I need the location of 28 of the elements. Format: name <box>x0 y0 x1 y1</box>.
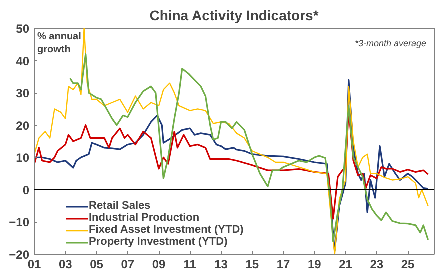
x-tick-label: 23 <box>370 258 384 271</box>
y-tick-label: 0 <box>22 183 30 198</box>
legend-label: Property Investment (YTD) <box>89 236 228 248</box>
y-tick-label: 50 <box>16 22 30 36</box>
x-tick-label: 03 <box>58 258 73 271</box>
legend-label: Industrial Production <box>89 212 200 224</box>
y-tick-label: −20 <box>9 248 30 262</box>
y-tick-label: 10 <box>16 151 30 166</box>
legend-label: Retail Sales <box>89 200 151 212</box>
x-tick-label: 09 <box>152 258 166 271</box>
chart-title: China Activity Indicators* <box>150 8 320 24</box>
annotation: *3-month average <box>354 38 427 48</box>
x-tick-label: 19 <box>308 258 322 271</box>
y-tick-label: 20 <box>16 118 30 133</box>
x-tick-label: 11 <box>184 258 197 271</box>
x-tick-label: 07 <box>121 258 135 271</box>
x-tick-label: 25 <box>401 258 416 271</box>
x-tick-label: 15 <box>246 258 260 271</box>
x-tick-label: 13 <box>214 258 228 271</box>
y-tick-label: −10 <box>9 216 30 230</box>
y-axis-title: % annual growth <box>38 32 82 56</box>
legend-label: Fixed Asset Investment (YTD) <box>89 224 244 236</box>
x-tick-label: 17 <box>276 258 291 271</box>
y-tick-label: 30 <box>16 86 30 101</box>
x-tick-label: 01 <box>28 258 42 271</box>
y-tick-label: 40 <box>16 54 30 68</box>
x-tick-label: 05 <box>90 258 104 271</box>
x-tick-label: 21 <box>339 258 353 271</box>
